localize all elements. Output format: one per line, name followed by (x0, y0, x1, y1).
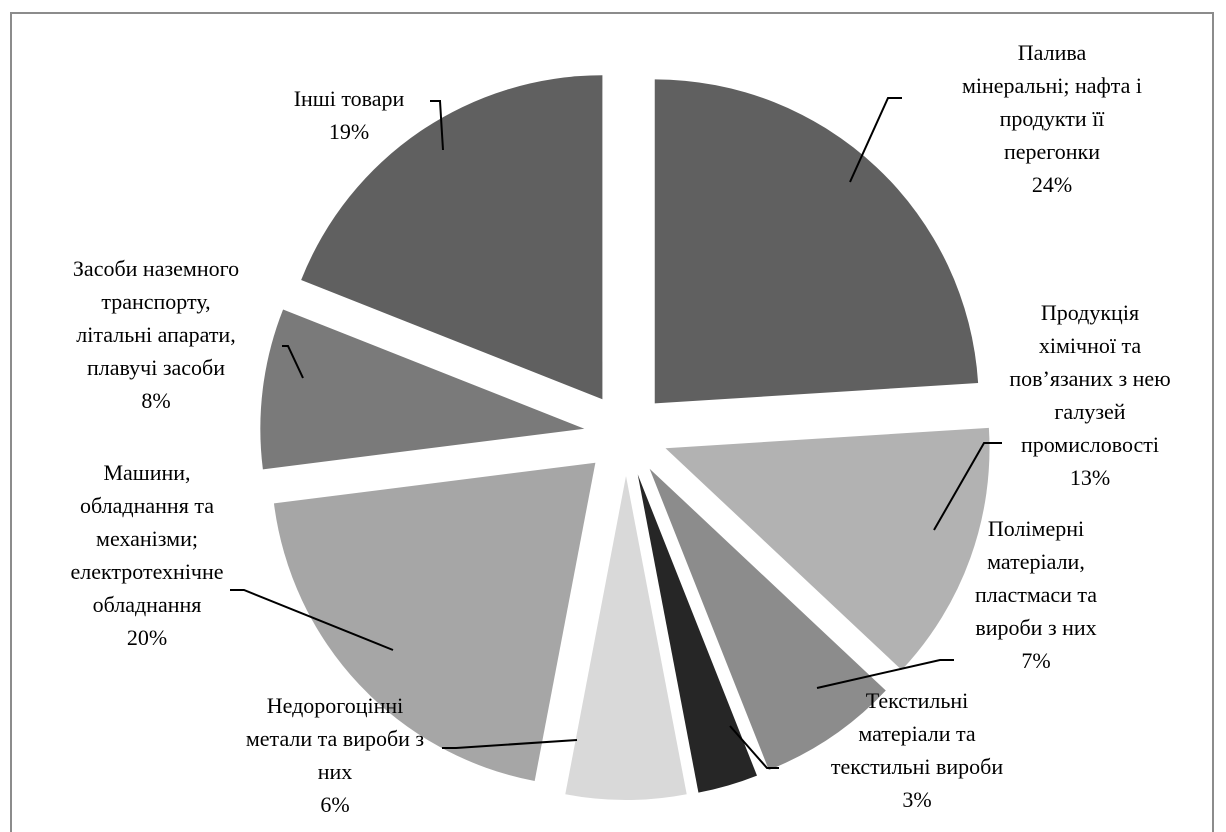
slice-category-line: них (318, 759, 353, 784)
slice-percent: 13% (1070, 465, 1110, 490)
slice-category-line: транспорту, (101, 289, 210, 314)
slice-label: Засоби наземного транспорту, літальні апар… (73, 256, 239, 413)
pie-slice (260, 309, 585, 470)
chart-frame: Палива мінеральні; нафта і продукти її пере… (10, 12, 1214, 832)
leader-line (729, 725, 779, 769)
pie-chart: Палива мінеральні; нафта і продукти її пере… (70, 40, 1170, 817)
slice-label: Машини, обладнання та механізми; електротех… (70, 460, 223, 650)
leader-line (430, 100, 444, 151)
slice-category-line: Полімерні (988, 516, 1084, 541)
leader-line (849, 97, 902, 183)
slice-label: Інші товари 19% (294, 86, 405, 144)
leader-line (933, 442, 1002, 531)
slice-category-line: Недорогоцінні (267, 693, 404, 718)
slice-label: Текстильні матеріали та текстильні вироби 3… (831, 688, 1003, 812)
slice-category-line: галузей (1054, 399, 1125, 424)
slice-category-line: текстильні вироби (831, 754, 1003, 779)
slice-percent: 6% (320, 792, 349, 817)
slice-label: Палива мінеральні; нафта і продукти її пере… (962, 40, 1142, 197)
slice-category-line: Текстильні (866, 688, 969, 713)
slice-category-line: мінеральні; нафта і (962, 73, 1142, 98)
slice-label: Недорогоцінні метали та вироби з них 6% (246, 693, 424, 817)
slice-category-line: пластмаси та (975, 582, 1097, 607)
slice-label: Продукція хімічної та пов’язаних з нею галу… (1009, 300, 1170, 490)
slice-percent: 24% (1032, 172, 1072, 197)
slice-category-line: матеріали та (858, 721, 976, 746)
slice-category-line: обладнання та (80, 493, 214, 518)
slice-category-line: метали та вироби з (246, 726, 424, 751)
slice-category-line: Засоби наземного (73, 256, 239, 281)
slice-percent: 7% (1021, 648, 1050, 673)
slice-category-line: Продукція (1041, 300, 1139, 325)
slice-percent: 8% (141, 388, 170, 413)
pie-slice (654, 79, 979, 404)
pie-slice (301, 75, 603, 400)
slice-percent: 19% (329, 119, 369, 144)
slice-category-line: матеріали, (987, 549, 1085, 574)
slice-category-line: пов’язаних з нею (1009, 366, 1170, 391)
slice-category-line: літальні апарати, (76, 322, 235, 347)
slice-category-line: вироби з них (975, 615, 1096, 640)
slice-category-line: промисловості (1021, 432, 1159, 457)
slice-percent: 3% (902, 787, 931, 812)
slice-category-line: Машини, (103, 460, 190, 485)
leader-line (230, 589, 394, 651)
leader-line (816, 659, 954, 689)
slice-category-line: плавучі засоби (87, 355, 225, 380)
leader-line (442, 739, 578, 749)
pie-slice (273, 462, 596, 782)
slice-category-line: перегонки (1004, 139, 1100, 164)
slice-category-line: Інші товари (294, 86, 405, 111)
pie-slice (649, 468, 886, 770)
slice-category-line: хімічної та (1039, 333, 1141, 358)
pie-slice (565, 476, 687, 800)
slice-label: Полімерні матеріали, пластмаси та вироби з … (975, 516, 1097, 673)
slice-category-line: електротехнічне (70, 559, 223, 584)
leader-line (282, 345, 304, 379)
slice-category-line: обладнання (93, 592, 202, 617)
pie-slice (637, 474, 757, 793)
slice-category-line: продукти її (1000, 106, 1106, 131)
pie-slice (665, 427, 990, 671)
slice-category-line: Палива (1018, 40, 1087, 65)
slice-percent: 20% (127, 625, 167, 650)
slice-category-line: механізми; (96, 526, 198, 551)
